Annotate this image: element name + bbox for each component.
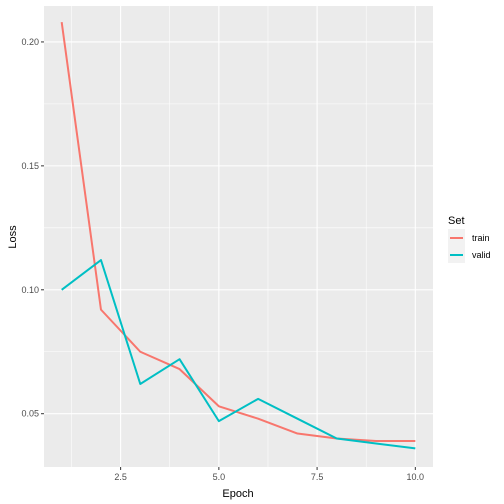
y-tick-label: 0.05 [21, 409, 39, 419]
series-line-valid [61, 259, 416, 450]
y-tick-label: 0.10 [21, 285, 39, 295]
x-tick-label: 7.5 [311, 472, 324, 482]
x-tick-label: 10.0 [407, 472, 425, 482]
x-tick-label: 2.5 [114, 472, 127, 482]
major-grid [44, 6, 433, 467]
legend: Set train valid [448, 215, 491, 263]
y-tick-label: 0.15 [21, 161, 39, 171]
y-axis: 0.05 0.10 0.15 0.20 [21, 37, 44, 419]
y-axis-title: Loss [7, 225, 19, 249]
y-tick-label: 0.20 [21, 37, 39, 47]
panel-background [44, 6, 433, 467]
legend-title: Set [448, 215, 465, 227]
series-lines [60, 21, 416, 450]
x-axis-title: Epoch [222, 488, 253, 500]
legend-label-train: train [472, 233, 490, 243]
series-line-train [60, 21, 416, 442]
x-tick-label: 5.0 [213, 472, 226, 482]
legend-items: train valid [448, 229, 491, 263]
minor-grid [44, 6, 433, 467]
x-axis: 2.5 5.0 7.5 10.0 [114, 467, 424, 482]
legend-label-valid: valid [472, 250, 491, 260]
